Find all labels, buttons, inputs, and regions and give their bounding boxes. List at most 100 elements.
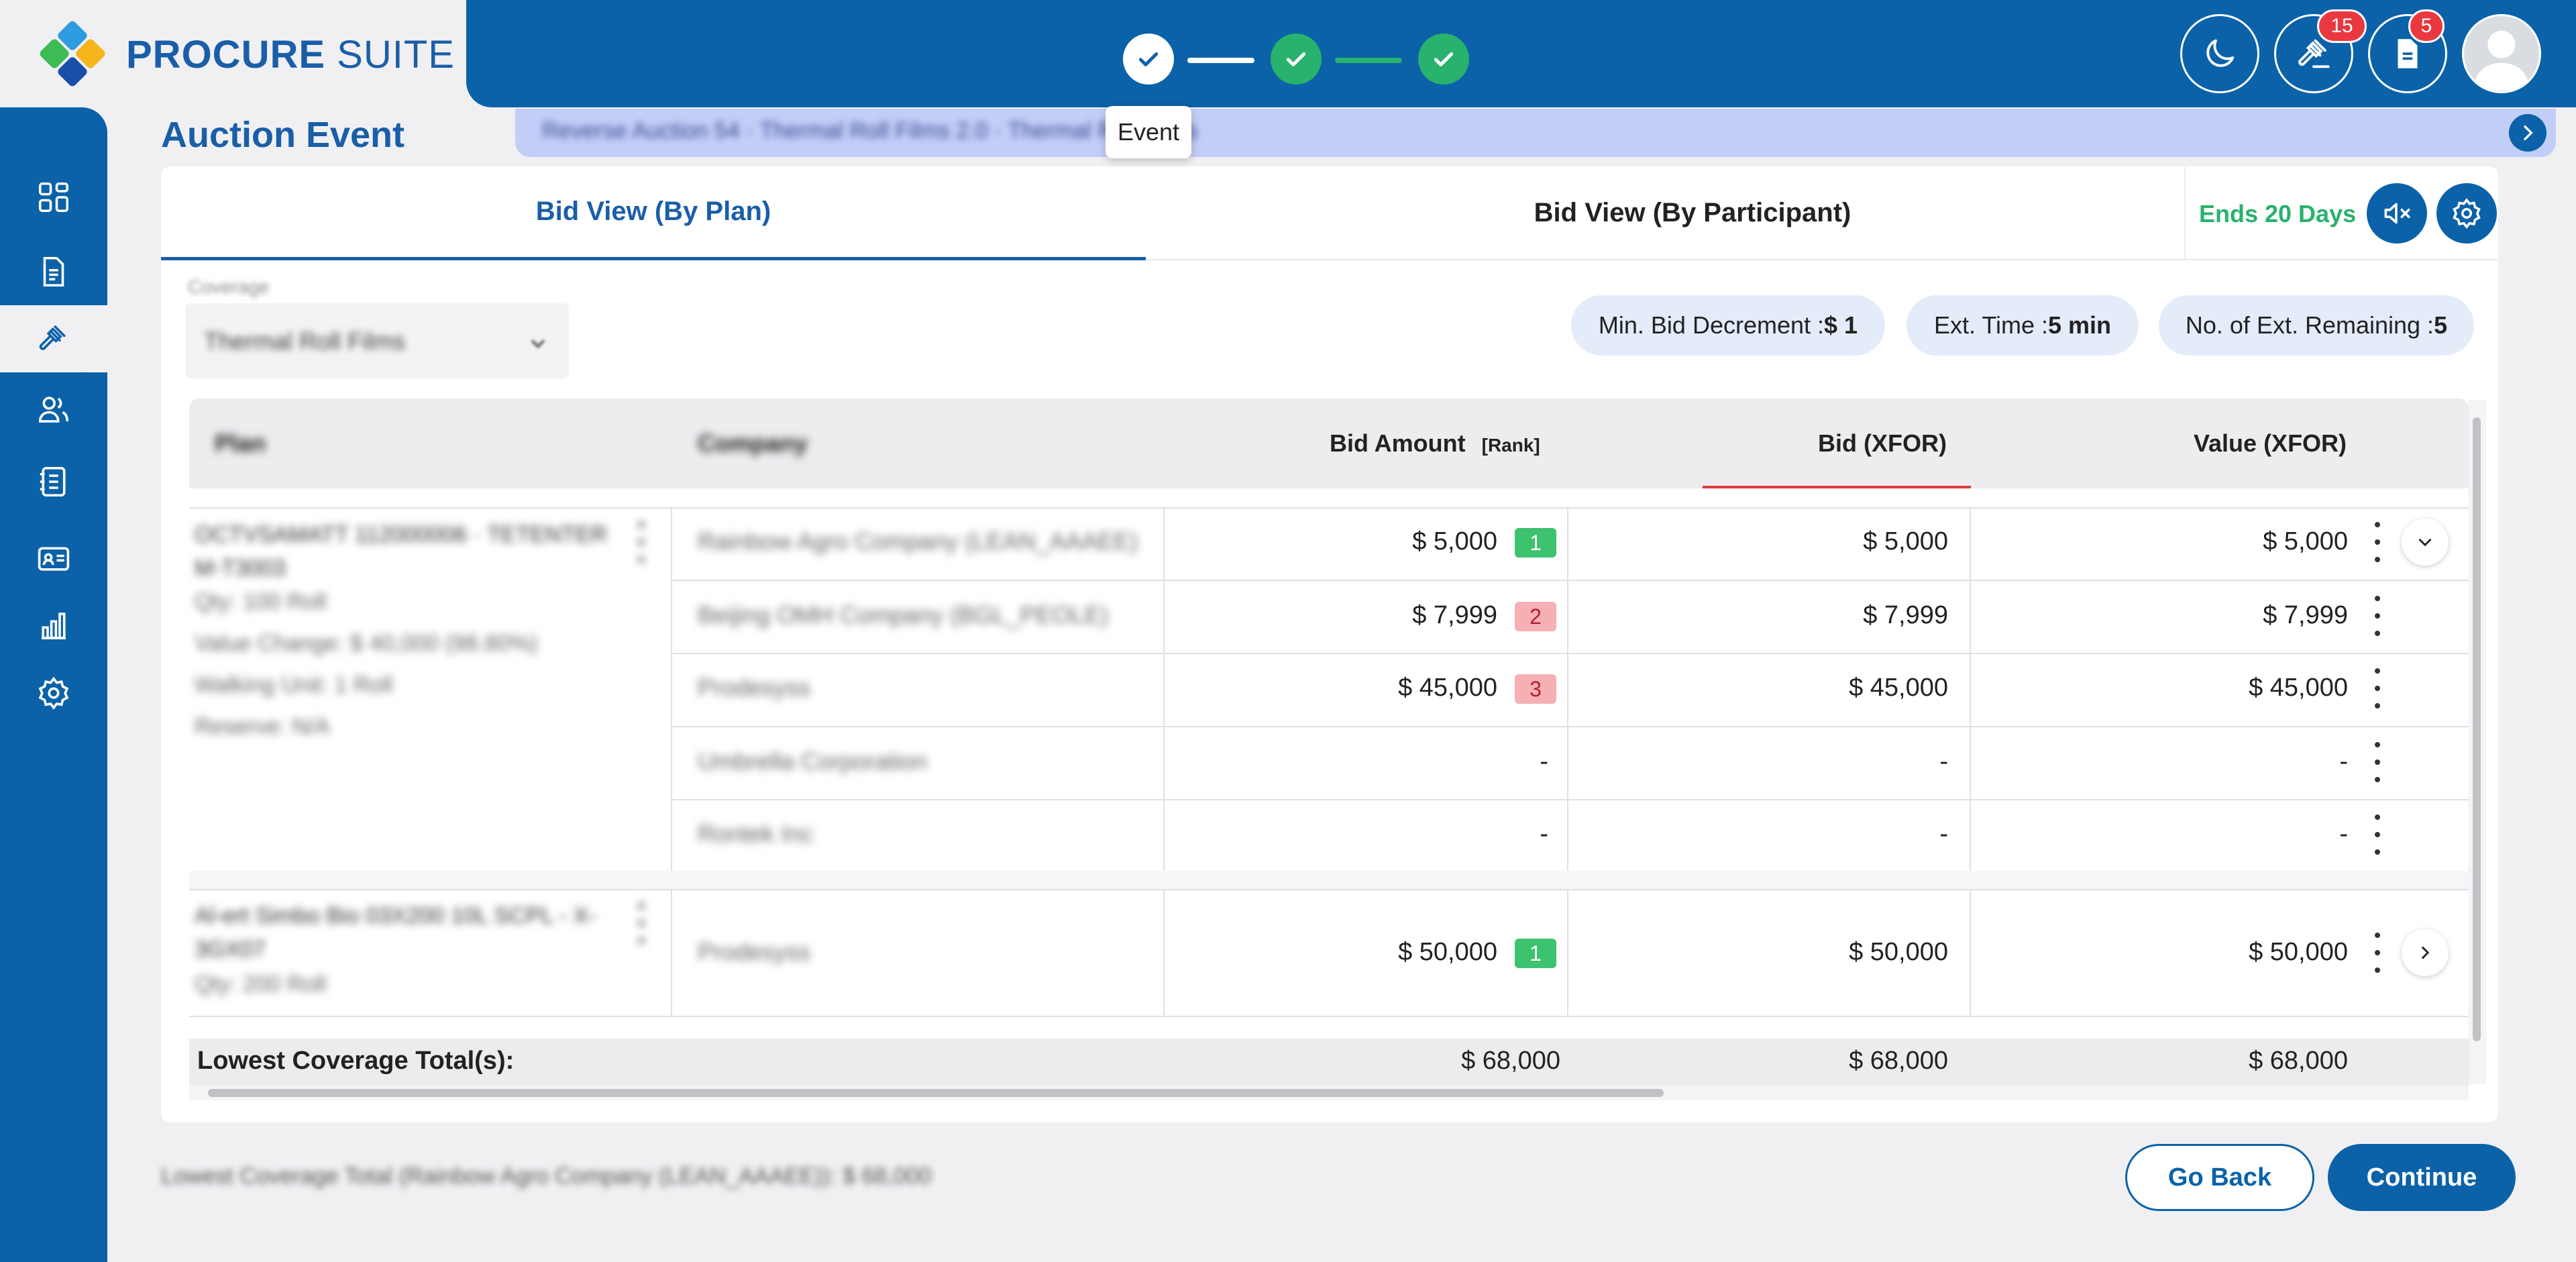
documents-button[interactable]: [2368, 14, 2447, 93]
table-header: [189, 399, 2469, 488]
row-divider: [189, 889, 2469, 890]
value-xfor-cell: -: [2339, 747, 2348, 776]
auction-ends-status: Ends 20 Days: [2199, 200, 2357, 227]
bid-amount-cell: $ 5,000 1: [1181, 527, 1556, 558]
total-value-xfor: $ 68,000: [2249, 1047, 2348, 1075]
row-divider: [189, 507, 2469, 509]
go-back-button[interactable]: Go Back: [2125, 1144, 2314, 1211]
sidebar-item-dashboard[interactable]: [0, 164, 107, 231]
plan-1-walking-unit: Walking Unit: 1 Roll: [195, 672, 393, 698]
gavel-icon: [2298, 39, 2330, 68]
sidebar-item-analytics[interactable]: [0, 592, 107, 660]
auctions-button[interactable]: [2274, 14, 2353, 93]
plan-1-menu-icon[interactable]: [633, 522, 649, 562]
chevron-down-icon: [531, 339, 545, 349]
tab-bid-view-by-plan[interactable]: Bid View (By Plan): [161, 166, 1146, 260]
coverage-select-value: Thermal Roll Films: [204, 327, 406, 355]
col-divider: [1970, 507, 1971, 871]
horizontal-scroll-thumb[interactable]: [208, 1089, 1664, 1097]
company-cell: Umbrella Corporation: [698, 747, 928, 775]
ticker-next-button[interactable]: [2509, 114, 2546, 152]
column-header-bid-amount[interactable]: Bid Amount [Rank]: [1330, 429, 1540, 457]
theme-toggle-button[interactable]: [2180, 14, 2259, 93]
auctions-badge: 15: [2317, 9, 2367, 43]
step-connector: [1187, 58, 1254, 63]
coverage-select[interactable]: [185, 303, 569, 378]
ext-time-chip: Ext. Time : 5 min: [1907, 295, 2139, 356]
company-cell: Prodesyss: [698, 938, 811, 965]
bid-amount-cell: $ 50,000 1: [1181, 938, 1556, 968]
chevron-down-icon: [2418, 538, 2432, 547]
plan-2-menu-icon[interactable]: [633, 903, 649, 943]
bid-amount-cell: -: [1540, 820, 1548, 848]
sidebar-item-auctions[interactable]: [0, 305, 107, 372]
rank-badge: 2: [1515, 601, 1556, 631]
column-header-value-xfor[interactable]: Value (XFOR): [2194, 429, 2347, 457]
column-header-company[interactable]: Company: [698, 429, 808, 457]
mute-button[interactable]: [2367, 183, 2427, 244]
sidebar-item-settings[interactable]: [0, 660, 107, 727]
document-icon: [2398, 39, 2418, 68]
bid-xfor-cell: -: [1939, 820, 1948, 848]
row-menu-icon[interactable]: [2369, 933, 2385, 973]
sidebar-item-documents[interactable]: [0, 238, 107, 305]
company-cell: Prodesyss: [698, 674, 811, 701]
company-cell: Beijing OMH Company (BGL_PEOLE): [698, 601, 1109, 629]
row-menu-icon[interactable]: [2369, 742, 2385, 782]
rank-badge: 1: [1515, 527, 1556, 558]
settings-button[interactable]: [2436, 183, 2497, 244]
step-event[interactable]: [1123, 34, 1174, 85]
sidebar-item-users[interactable]: [0, 376, 107, 443]
bid-amount-cell: $ 7,999 2: [1181, 601, 1556, 631]
row-divider: [671, 726, 2469, 727]
sidebar-item-reports[interactable]: [0, 448, 107, 515]
column-header-bid-xfor[interactable]: Bid (XFOR): [1818, 429, 1947, 457]
check-icon: [1286, 52, 1306, 66]
collapse-plan-button[interactable]: [2402, 519, 2449, 566]
row-divider: [671, 580, 2469, 581]
gear-icon: [38, 676, 69, 710]
row-menu-icon[interactable]: [2369, 668, 2385, 708]
total-bid-xfor: $ 68,000: [1849, 1047, 1948, 1075]
totals-label: Lowest Coverage Total(s):: [197, 1047, 515, 1075]
tab-bid-view-by-participant[interactable]: Bid View (By Participant): [1146, 166, 2239, 260]
col-divider: [671, 889, 672, 1016]
gear-icon: [2453, 198, 2481, 229]
company-cell: Rontek Inc: [698, 820, 814, 847]
continue-button[interactable]: Continue: [2328, 1144, 2516, 1211]
check-icon: [1138, 52, 1159, 66]
volume-mute-icon: [2384, 203, 2410, 224]
announcement-ticker: Reverse Auction 54 · Thermal Roll Films …: [515, 109, 2556, 157]
chevron-right-icon: [2524, 125, 2533, 140]
total-bid-amount: $ 68,000: [1461, 1047, 1560, 1075]
step-2[interactable]: [1271, 34, 1322, 85]
id-card-icon: [38, 547, 70, 571]
row-menu-icon[interactable]: [2369, 596, 2385, 636]
ext-remaining-chip: No. of Ext. Remaining : 5: [2159, 295, 2474, 356]
brand-name: PROCURE SUITE: [126, 33, 455, 76]
row-divider: [189, 1016, 2469, 1017]
gavel-icon: [39, 325, 66, 350]
row-menu-icon[interactable]: [2369, 814, 2385, 855]
bid-xfor-cell: -: [1939, 747, 1948, 776]
avatar[interactable]: [2462, 14, 2541, 93]
vertical-scroll-thumb[interactable]: [2473, 417, 2481, 1041]
ticker-text: Reverse Auction 54 · Thermal Roll Films …: [542, 118, 1198, 144]
step-3[interactable]: [1418, 34, 1469, 85]
bid-xfor-cell: $ 50,000: [1849, 938, 1948, 966]
totals-row: [189, 1039, 2469, 1086]
active-sort-indicator: [1703, 486, 1971, 488]
value-xfor-cell: $ 5,000: [2263, 527, 2348, 556]
value-xfor-cell: $ 50,000: [2249, 938, 2348, 966]
col-divider: [1567, 889, 1568, 1016]
notebook-icon: [40, 466, 66, 497]
row-menu-icon[interactable]: [2369, 522, 2385, 562]
documents-badge: 5: [2408, 9, 2445, 43]
plan-1-value-change: Value Change: $ 40,000 (98.80%): [195, 631, 538, 656]
column-header-plan[interactable]: Plan: [215, 429, 266, 457]
page-title: Auction Event: [161, 115, 405, 155]
auction-controls: [2184, 166, 2498, 260]
company-cell: Rainbow Agro Company (LEAN_AAAEE): [698, 527, 1138, 555]
sidebar-item-contacts[interactable]: [0, 525, 107, 592]
expand-plan-button[interactable]: [2402, 929, 2449, 976]
